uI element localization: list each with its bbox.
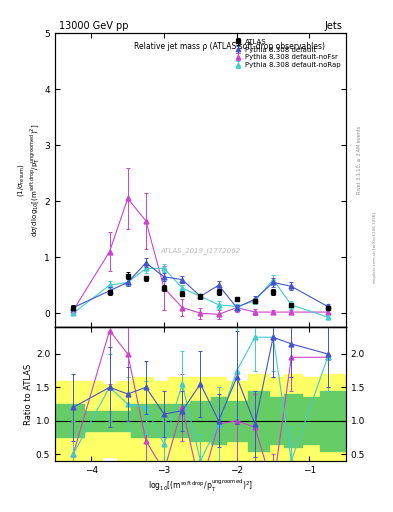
Text: ATLAS_2019_I1772062: ATLAS_2019_I1772062 — [160, 247, 241, 254]
X-axis label: log$_{10}$[(m$^{\mathrm{soft\,drop}}$/p$_\mathrm{T}^{\mathrm{ungroomed}}$)$^2$]: log$_{10}$[(m$^{\mathrm{soft\,drop}}$/p$… — [148, 477, 253, 494]
Text: mcplots.cern.ch [arXiv:1306.3436]: mcplots.cern.ch [arXiv:1306.3436] — [373, 211, 377, 283]
Y-axis label: Ratio to ATLAS: Ratio to ATLAS — [24, 364, 33, 424]
Text: 13000 GeV pp: 13000 GeV pp — [59, 20, 129, 31]
Text: Relative jet mass ρ (ATLAS soft-drop observables): Relative jet mass ρ (ATLAS soft-drop obs… — [134, 42, 325, 51]
Y-axis label: $(1/\sigma_\mathrm{resum})$
d$\sigma$/d$\,$log$_{10}$[(m$^{\mathrm{soft\,drop}}$: $(1/\sigma_\mathrm{resum})$ d$\sigma$/d$… — [16, 123, 42, 237]
Legend: ATLAS, Pythia 8.308 default, Pythia 8.308 default-noFsr, Pythia 8.308 default-no: ATLAS, Pythia 8.308 default, Pythia 8.30… — [231, 37, 342, 70]
Text: Jets: Jets — [324, 20, 342, 31]
Text: Rivet 3.1.10, ≥ 3.4M events: Rivet 3.1.10, ≥ 3.4M events — [357, 125, 362, 194]
